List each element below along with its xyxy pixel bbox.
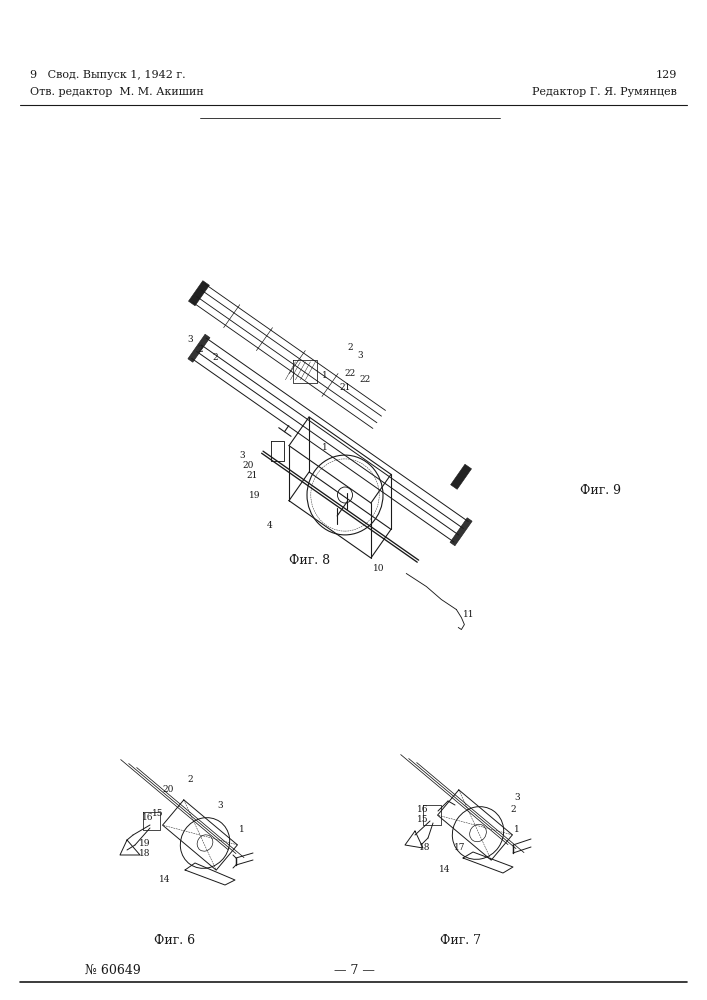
Text: 16: 16 <box>142 812 153 822</box>
Polygon shape <box>450 518 472 546</box>
Text: 14: 14 <box>159 876 171 884</box>
Text: 3: 3 <box>187 336 193 344</box>
Polygon shape <box>450 464 472 489</box>
Text: 2: 2 <box>347 342 353 352</box>
Text: 15: 15 <box>417 816 429 824</box>
Text: 2: 2 <box>187 776 193 784</box>
Text: Фиг. 7: Фиг. 7 <box>440 934 481 946</box>
Text: 22: 22 <box>359 375 370 384</box>
Text: Фиг. 6: Фиг. 6 <box>154 934 196 946</box>
Text: 4: 4 <box>267 520 273 530</box>
Text: 10: 10 <box>373 564 385 573</box>
Text: Отв. редактор  М. М. Акишин: Отв. редактор М. М. Акишин <box>30 87 204 97</box>
Text: 129: 129 <box>655 70 677 80</box>
Text: — 7 —: — 7 — <box>334 964 375 976</box>
Text: 1: 1 <box>322 444 328 452</box>
Text: 22: 22 <box>344 368 356 377</box>
Text: 3: 3 <box>217 800 223 810</box>
Text: 1: 1 <box>322 370 328 379</box>
Text: Редактор Г. Я. Румянцев: Редактор Г. Я. Румянцев <box>532 87 677 97</box>
Text: 19: 19 <box>139 838 151 848</box>
Text: 3: 3 <box>357 351 363 360</box>
Polygon shape <box>188 334 210 362</box>
Text: 16: 16 <box>417 806 428 814</box>
Text: 15: 15 <box>152 808 164 818</box>
Text: 21: 21 <box>339 382 351 391</box>
Text: Фиг. 8: Фиг. 8 <box>289 554 331 566</box>
Text: 3: 3 <box>514 792 520 802</box>
Text: 20: 20 <box>163 786 174 794</box>
Text: 21: 21 <box>246 471 257 480</box>
Text: 11: 11 <box>462 610 474 619</box>
Text: 1: 1 <box>514 826 520 834</box>
Text: № 60649: № 60649 <box>85 964 141 976</box>
Text: 20: 20 <box>243 460 254 470</box>
Text: 9   Свод. Выпуск 1, 1942 г.: 9 Свод. Выпуск 1, 1942 г. <box>30 70 186 80</box>
Text: Фиг. 9: Фиг. 9 <box>580 484 621 496</box>
Text: 2: 2 <box>197 346 203 355</box>
Polygon shape <box>189 281 209 306</box>
Text: 3: 3 <box>239 450 245 460</box>
Text: 14: 14 <box>439 865 451 874</box>
Text: 2: 2 <box>510 806 516 814</box>
Text: 1: 1 <box>239 826 245 834</box>
Text: 17: 17 <box>455 842 466 852</box>
Text: 18: 18 <box>419 842 431 852</box>
Text: 18: 18 <box>139 848 151 857</box>
Text: 2: 2 <box>212 353 218 361</box>
Text: 19: 19 <box>250 490 261 499</box>
